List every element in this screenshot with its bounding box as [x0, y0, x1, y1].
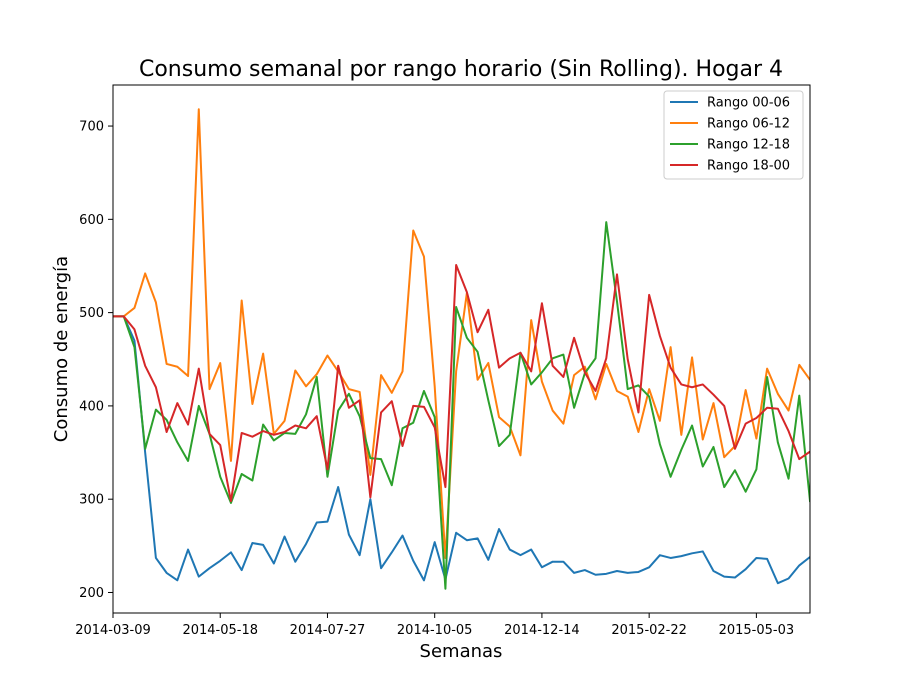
y-axis-label: Consumo de energía — [51, 256, 72, 442]
y-tick-label: 700 — [79, 120, 104, 135]
x-tick-label: 2014-03-09 — [75, 623, 151, 638]
x-tick-label: 2014-07-27 — [290, 623, 366, 638]
chart-title: Consumo semanal por rango horario (Sin R… — [139, 57, 783, 82]
series-lines — [113, 108, 810, 590]
x-tick-label: 2014-05-18 — [182, 623, 258, 638]
series-line-4 — [113, 264, 810, 503]
legend-label-4: Rango 18-00 — [707, 159, 790, 174]
plot-frame — [112, 84, 811, 614]
plot-area: 200 300 400 500 600 700 2014-03-09 2014-05-18 20… — [75, 84, 811, 638]
y-tick-label: 200 — [79, 586, 104, 601]
x-tick-label: 2015-05-03 — [719, 623, 795, 638]
legend-label-2: Rango 06-12 — [707, 117, 790, 132]
x-tick-label: 2014-12-14 — [504, 623, 580, 638]
series-line-2 — [113, 108, 810, 559]
x-tick-label: 2015-02-22 — [611, 623, 687, 638]
y-tick-label: 300 — [79, 493, 104, 508]
legend: Rango 00-06 Rango 06-12 Rango 12-18 Rango 1… — [663, 90, 804, 180]
y-tick-label: 400 — [79, 399, 104, 414]
legend-label-3: Rango 12-18 — [707, 138, 790, 153]
legend-box — [663, 90, 804, 180]
x-axis-label: Semanas — [420, 641, 503, 662]
x-tick-label: 2014-10-05 — [397, 623, 473, 638]
legend-label-1: Rango 00-06 — [707, 96, 790, 111]
series-line-3 — [113, 221, 810, 590]
series-line-1 — [113, 315, 810, 585]
y-tick-label: 600 — [79, 213, 104, 228]
y-tick-label: 500 — [79, 306, 104, 321]
